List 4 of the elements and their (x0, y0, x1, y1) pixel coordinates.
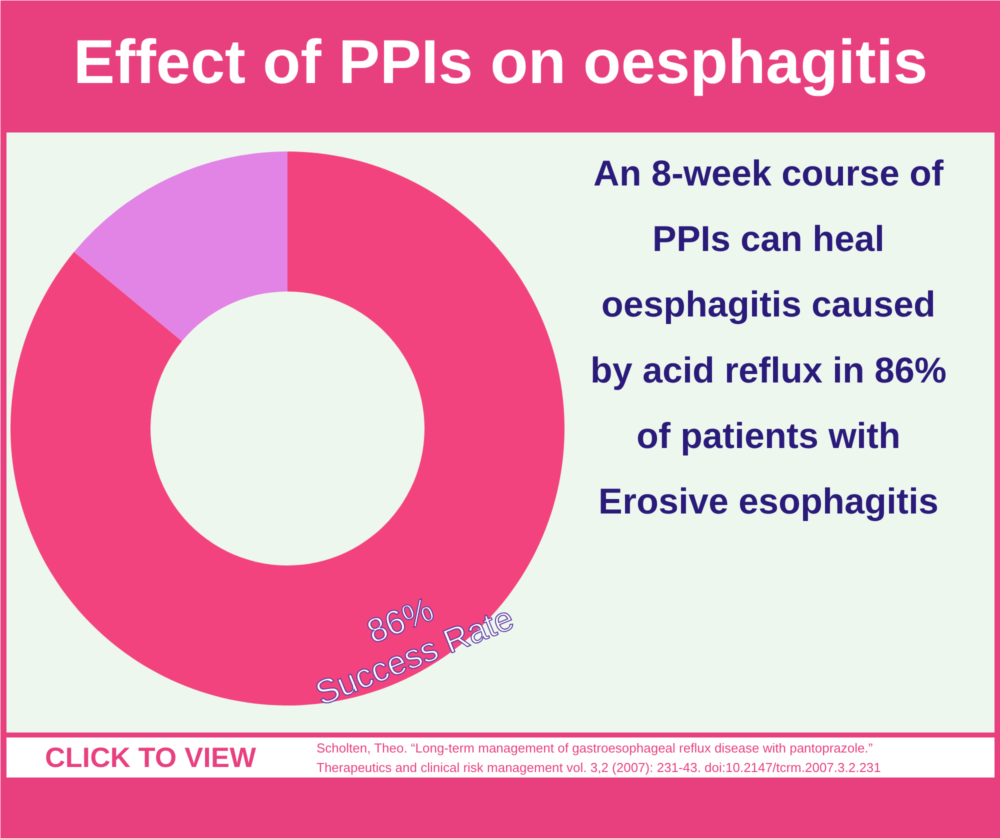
text: CLICK TO VIEW (44, 742, 257, 773)
text: Scholten, Theo. “Long-term management of gastroesophageal reflux disease with pantoprazole.” Therapeutics and clinical risk management vol. 3,2 (2007): 231-43. doi:10.2147/tcrm.2007.3.2.231 (316, 740, 881, 775)
chart-title: Effect of PPIs on oesphagitis (73, 28, 928, 97)
text: An 8-week course of PPIs can heal oesphagitis caused by acid reflux in 86% of patients with Erosive esophagitis (590, 152, 947, 522)
